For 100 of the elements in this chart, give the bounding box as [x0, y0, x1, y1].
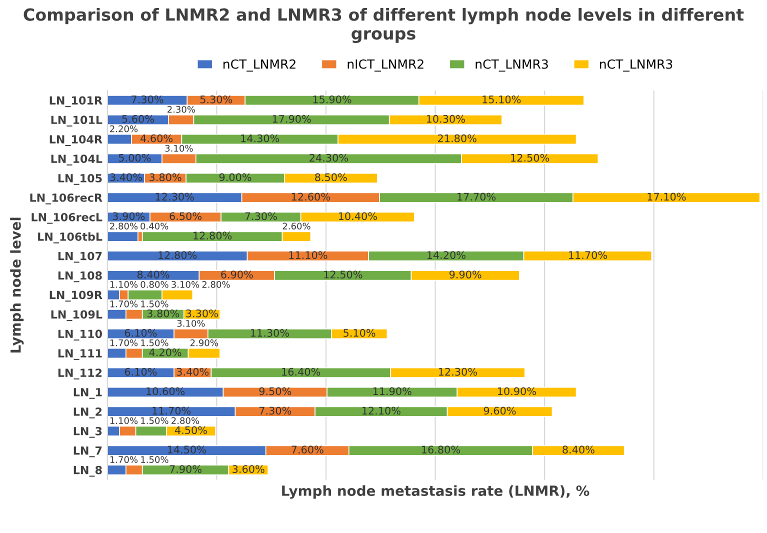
- data-label: 12.80%: [194, 232, 232, 240]
- data-label: 3.10%: [172, 281, 200, 288]
- data-label: 1.50%: [141, 456, 168, 463]
- data-label: 2.60%: [282, 222, 310, 230]
- data-label: 12.30%: [438, 368, 477, 376]
- data-label: 0.40%: [140, 222, 168, 230]
- data-label: 5.60%: [122, 114, 154, 123]
- y-tick-label: LN_109L: [51, 310, 102, 322]
- data-label: 12.10%: [362, 406, 400, 415]
- data-label: 6.50%: [170, 212, 202, 220]
- legend-label: nCT_LNMR3: [600, 59, 672, 72]
- y-tick-label: LN_3: [74, 426, 102, 438]
- data-label: 2.80%: [110, 222, 138, 230]
- data-label: 5.00%: [118, 154, 151, 162]
- data-label: 4.60%: [140, 134, 173, 142]
- data-label: 1.50%: [141, 417, 168, 424]
- data-label: 9.50%: [259, 387, 292, 396]
- data-label: 2.30%: [168, 106, 196, 113]
- data-label: 8.50%: [315, 173, 347, 182]
- data-label: 5.30%: [200, 95, 232, 104]
- data-label: 11.10%: [289, 251, 328, 259]
- data-label: 3.40%: [176, 368, 209, 376]
- data-label: 2.90%: [190, 339, 218, 346]
- data-label: 3.10%: [165, 144, 193, 152]
- data-label: 2.80%: [172, 417, 200, 424]
- y-tick-label: LN_104L: [51, 154, 102, 166]
- data-label: 1.50%: [141, 300, 168, 308]
- data-label: 7.30%: [259, 406, 292, 415]
- data-label: 8.40%: [137, 270, 170, 278]
- data-label: 14.30%: [241, 134, 280, 142]
- chart-title: Comparison of LNMR2 and LNMR3 of different lymph node levels in different groups: [24, 8, 744, 44]
- data-label: 7.30%: [245, 212, 277, 220]
- data-label: 9.60%: [484, 406, 516, 415]
- y-tick-label: LN_2: [74, 407, 102, 418]
- data-label: 6.10%: [124, 328, 157, 337]
- data-label: 17.90%: [272, 114, 311, 123]
- data-label: 10.30%: [426, 114, 465, 123]
- legend-label: nICT_LNMR2: [348, 59, 424, 72]
- y-tick-label: LN_104R: [50, 135, 102, 146]
- data-label: 12.80%: [158, 251, 197, 259]
- data-label: 10.60%: [146, 387, 185, 396]
- y-tick-label: LN_106recL: [32, 212, 102, 224]
- data-label: 3.80%: [147, 309, 180, 318]
- data-label: 1.10%: [110, 281, 138, 288]
- data-label: 15.10%: [482, 95, 521, 104]
- data-label: 14.20%: [427, 251, 466, 259]
- y-axis-title: Lymph node level: [10, 218, 24, 352]
- data-label: 3.90%: [112, 212, 145, 220]
- data-label: 1.70%: [110, 300, 138, 308]
- y-tick-label: LN_7: [74, 446, 102, 458]
- data-label: 11.30%: [250, 328, 289, 337]
- data-label: 12.50%: [511, 154, 550, 162]
- data-label: 5.10%: [344, 328, 376, 337]
- y-tick-label: LN_8: [74, 466, 102, 477]
- x-axis-title: Lymph node metastasis rate (LNMR), %: [282, 485, 590, 499]
- data-label: 24.30%: [310, 154, 348, 162]
- y-tick-label: LN_109R: [50, 290, 102, 302]
- data-label: 6.10%: [124, 368, 157, 376]
- data-label: 4.20%: [149, 348, 182, 356]
- data-label: 12.50%: [324, 270, 362, 278]
- data-label: 1.70%: [110, 456, 138, 463]
- data-label: 11.70%: [152, 406, 191, 415]
- data-label: 7.90%: [170, 465, 202, 473]
- bar: [107, 231, 138, 242]
- data-label: 7.30%: [132, 95, 164, 104]
- data-label: 12.60%: [292, 192, 330, 201]
- data-label: 14.50%: [168, 446, 206, 454]
- data-label: 1.70%: [110, 339, 138, 346]
- data-label: 17.10%: [648, 192, 686, 201]
- y-tick-label: LN_106tbL: [38, 232, 102, 244]
- y-tick-label: LN_105: [58, 174, 102, 185]
- data-label: 7.60%: [292, 446, 324, 454]
- y-tick-label: LN_110: [58, 330, 102, 341]
- data-label: 3.80%: [150, 173, 182, 182]
- data-label: 3.40%: [110, 173, 142, 182]
- data-label: 9.00%: [219, 173, 252, 182]
- data-label: 2.20%: [110, 125, 138, 132]
- legend-label: nCT_LNMR2: [224, 59, 296, 72]
- data-label: 2.80%: [202, 281, 230, 288]
- data-label: 10.90%: [498, 387, 536, 396]
- data-label: 6.90%: [221, 270, 253, 278]
- data-label: 15.90%: [313, 95, 352, 104]
- data-label: 1.50%: [141, 339, 168, 346]
- data-label: 17.70%: [458, 192, 496, 201]
- legend-label: nCT_LNMR3: [476, 59, 548, 72]
- data-label: 16.80%: [422, 446, 460, 454]
- data-label: 1.10%: [110, 417, 138, 424]
- y-tick-label: LN_101L: [51, 116, 102, 127]
- data-label: 4.50%: [174, 426, 207, 434]
- data-label: 3.10%: [177, 320, 205, 327]
- data-label: 11.90%: [373, 387, 412, 396]
- data-label: 21.80%: [438, 134, 476, 142]
- y-tick-label: LN_101R: [50, 96, 102, 108]
- data-label: 3.60%: [232, 465, 264, 473]
- y-tick-label: LN_107: [58, 252, 102, 263]
- data-label: 9.90%: [449, 270, 482, 278]
- y-tick-label: LN_111: [58, 349, 102, 360]
- data-label: 11.70%: [569, 251, 608, 259]
- y-tick-label: LN_112: [58, 368, 102, 380]
- data-label: 12.30%: [156, 192, 194, 201]
